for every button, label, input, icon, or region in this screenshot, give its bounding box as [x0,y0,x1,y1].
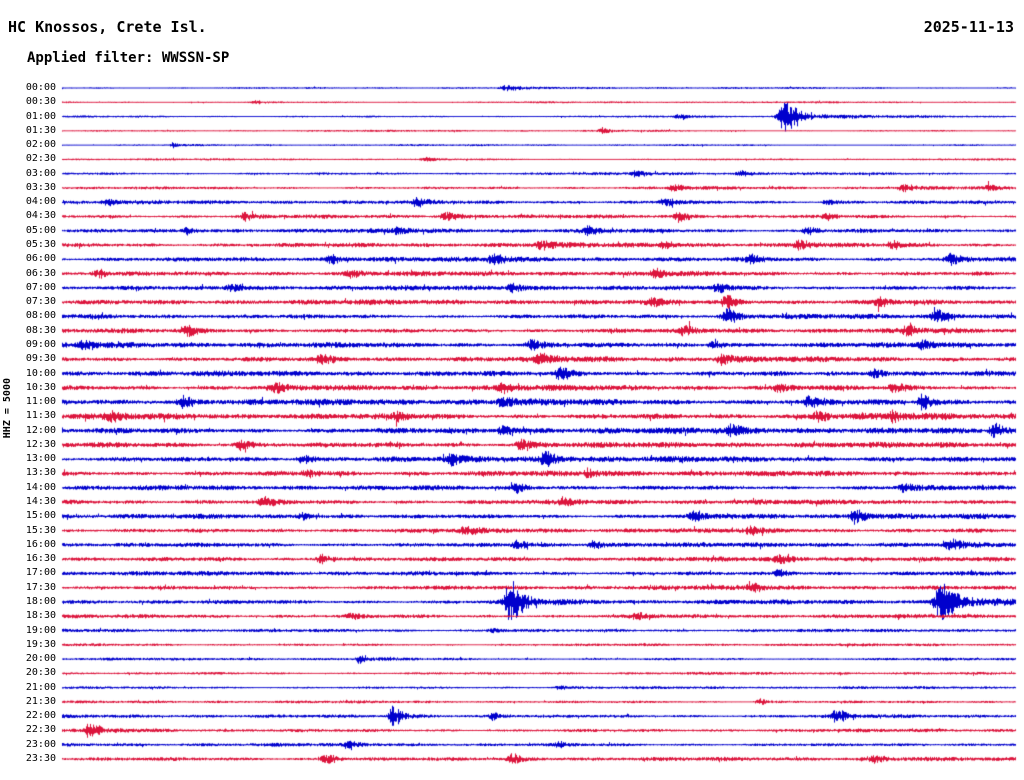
time-label: 13:30 [25,467,56,479]
time-label: 10:00 [25,367,56,379]
time-label: 08:00 [25,310,56,322]
time-label: 15:00 [25,510,56,522]
time-label: 07:30 [25,296,56,308]
time-label: 15:30 [25,524,56,536]
time-label: 22:00 [25,710,56,722]
time-label: 06:00 [25,253,56,265]
time-label: 06:30 [25,267,56,279]
time-label: 13:00 [25,453,56,465]
time-label: 19:00 [25,624,56,636]
time-label: 22:30 [25,724,56,736]
time-label: 04:30 [25,210,56,222]
time-label: 05:00 [25,224,56,236]
time-label: 14:00 [25,481,56,493]
time-label: 20:30 [25,667,56,679]
time-label: 00:30 [25,96,56,108]
time-label: 16:00 [25,538,56,550]
filter-label: Applied filter: WWSSN-SP [27,50,230,66]
time-label: 02:00 [25,139,56,151]
time-label: 17:30 [25,581,56,593]
time-label: 01:00 [25,110,56,122]
time-label: 23:00 [25,738,56,750]
time-axis: 00:00 00:30 01:00 01:30 02:00 02:30 03:00 03:30… [0,0,60,780]
time-label: 09:30 [25,353,56,365]
station-title: HC Knossos, Crete Isl. [8,18,207,36]
time-label: 07:00 [25,281,56,293]
time-label: 12:00 [25,424,56,436]
time-label: 17:00 [25,567,56,579]
time-label: 18:30 [25,610,56,622]
time-label: 05:30 [25,239,56,251]
date-label: 2025-11-13 [923,18,1014,36]
time-label: 08:30 [25,324,56,336]
time-label: 19:30 [25,638,56,650]
time-label: 23:30 [25,753,56,765]
time-label: 21:30 [25,695,56,707]
time-label: 14:30 [25,496,56,508]
time-label: 18:00 [25,595,56,607]
time-label: 01:30 [25,124,56,136]
time-label: 11:00 [25,396,56,408]
time-label: 12:30 [25,438,56,450]
time-label: 04:00 [25,196,56,208]
time-label: 16:30 [25,553,56,565]
time-label: 03:30 [25,181,56,193]
time-label: 02:30 [25,153,56,165]
time-label: 00:00 [25,82,56,93]
time-label: 09:00 [25,338,56,350]
time-label: 03:00 [25,167,56,179]
time-label: 20:00 [25,653,56,665]
time-label: 10:30 [25,381,56,393]
time-label: 11:30 [25,410,56,422]
time-label: 21:00 [25,681,56,693]
